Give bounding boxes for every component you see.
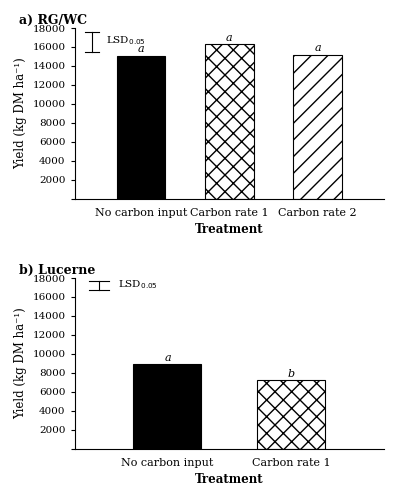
Text: a: a	[164, 353, 171, 363]
Text: a) RG/WC: a) RG/WC	[19, 14, 87, 27]
X-axis label: Treatment: Treatment	[195, 473, 263, 486]
Text: a: a	[138, 44, 144, 54]
Bar	[293, 54, 342, 199]
Y-axis label: Yield (kg DM ha⁻¹): Yield (kg DM ha⁻¹)	[14, 58, 27, 169]
Bar	[205, 44, 254, 199]
Bar	[133, 364, 201, 448]
Text: LSD$_{0.05}$: LSD$_{0.05}$	[118, 278, 158, 291]
Y-axis label: Yield (kg DM ha⁻¹): Yield (kg DM ha⁻¹)	[14, 308, 27, 419]
Text: a: a	[314, 43, 321, 53]
Text: b) Lucerne: b) Lucerne	[19, 264, 95, 277]
Text: a: a	[226, 32, 233, 42]
X-axis label: Treatment: Treatment	[195, 223, 263, 236]
Text: LSD$_{0.05}$: LSD$_{0.05}$	[105, 34, 145, 48]
Bar	[257, 380, 325, 448]
Bar	[117, 56, 165, 199]
Text: b: b	[288, 369, 295, 379]
